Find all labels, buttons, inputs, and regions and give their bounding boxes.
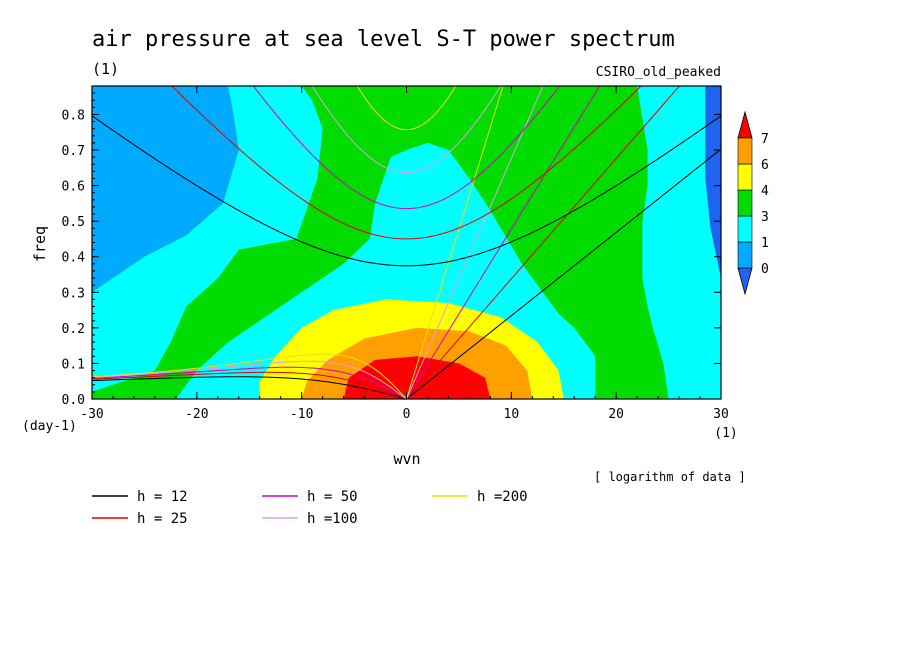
data-note: [ logarithm of data ] (594, 470, 746, 484)
y-axis-label: freq (31, 226, 49, 262)
contour-fills (92, 86, 721, 399)
colorbar-label: 0 (761, 262, 769, 277)
colorbar-swatch (737, 241, 753, 269)
x-tick-label: -20 (185, 407, 208, 422)
y-tick-label: 0.6 (62, 180, 85, 195)
legend-label: h = 50 (307, 489, 358, 505)
legend-label: h = 12 (137, 489, 188, 505)
y-tick-label: 0.2 (62, 322, 85, 337)
contour-level-7 (343, 356, 491, 399)
dispersion-curves (92, 86, 721, 399)
colorbar-label: 4 (761, 184, 769, 199)
legend-label: h =200 (477, 489, 528, 505)
x-tick-label: 10 (504, 407, 520, 422)
legend-label: h =100 (307, 511, 358, 527)
model-label: CSIRO_old_peaked (596, 65, 721, 80)
colorbar-arrow-max (737, 110, 753, 139)
dispersion-curve-kelvin-h100 (406, 86, 544, 399)
y-tick-label: 0.8 (62, 108, 85, 123)
dispersion-curve-kelvin-h200 (406, 86, 504, 399)
colorbar-arrow-min (737, 267, 753, 296)
y-tick-label: 0.5 (62, 215, 85, 230)
dispersion-curve-rossby_sym-h25 (92, 371, 407, 399)
dispersion-curve-rossby_sym-h12 (92, 376, 407, 399)
dispersion-curve-kelvin-h50 (406, 86, 601, 399)
colorbar-swatch (737, 137, 753, 165)
x-tick-label: 0 (403, 407, 411, 422)
x-tick-label: 30 (713, 407, 729, 422)
x-axis-label: wvn (393, 450, 420, 468)
colorbar-swatch (737, 189, 753, 217)
x-tick-label: -30 (80, 407, 103, 422)
y-tick-label: 0.0 (62, 393, 85, 408)
colorbar-swatch (737, 215, 753, 243)
dispersion-curve-kelvin-h12 (406, 148, 721, 399)
colorbar-swatch (737, 163, 753, 191)
dispersion-curve-rossby_sym-h50 (92, 366, 407, 399)
dispersion-curve-ig-h200 (356, 86, 457, 131)
plot-area (91, 85, 722, 400)
title-units: (1) (92, 60, 119, 78)
contour-level-4 (343, 86, 449, 97)
y-tick-label: 0.4 (62, 251, 86, 266)
dispersion-curve-ig-h100 (311, 86, 502, 174)
dispersion-curve-ig-h12 (92, 115, 721, 267)
y-axis: 0.0 0.1 0.2 0.3 0.4 0.5 0.6 0.7 0.8 (62, 92, 721, 408)
dispersion-curve-ig-h50 (252, 86, 561, 210)
x-units-label: (1) (714, 426, 737, 441)
y-tick-label: 0.3 (62, 286, 85, 301)
dispersion-curve-kelvin-h25 (406, 86, 681, 399)
dispersion-curve-rossby_sym-h100 (92, 360, 407, 399)
colorbar-label: 7 (761, 132, 769, 147)
colorbar: 0 1 3 4 6 7 (737, 110, 769, 296)
chart-title: air pressure at sea level S-T power spec… (92, 27, 675, 52)
x-axis: -30 -20 -10 0 10 20 30 (80, 86, 729, 422)
y-tick-label: 0.1 (62, 357, 85, 372)
colorbar-label: 6 (761, 158, 769, 173)
dispersion-curve-ig-h25 (171, 86, 642, 240)
colorbar-label: 1 (761, 236, 769, 251)
legend-label: h = 25 (137, 511, 188, 527)
dispersion-curve-rossby_sym-h200 (92, 353, 407, 399)
x-tick-label: 20 (608, 407, 624, 422)
y-tick-label: 0.7 (62, 144, 85, 159)
x-tick-label: -10 (290, 407, 313, 422)
y-units-label: (day-1) (22, 419, 77, 434)
legend: h = 12 h = 25 h = 50 h =100 h =200 (92, 489, 528, 527)
colorbar-label: 3 (761, 210, 769, 225)
